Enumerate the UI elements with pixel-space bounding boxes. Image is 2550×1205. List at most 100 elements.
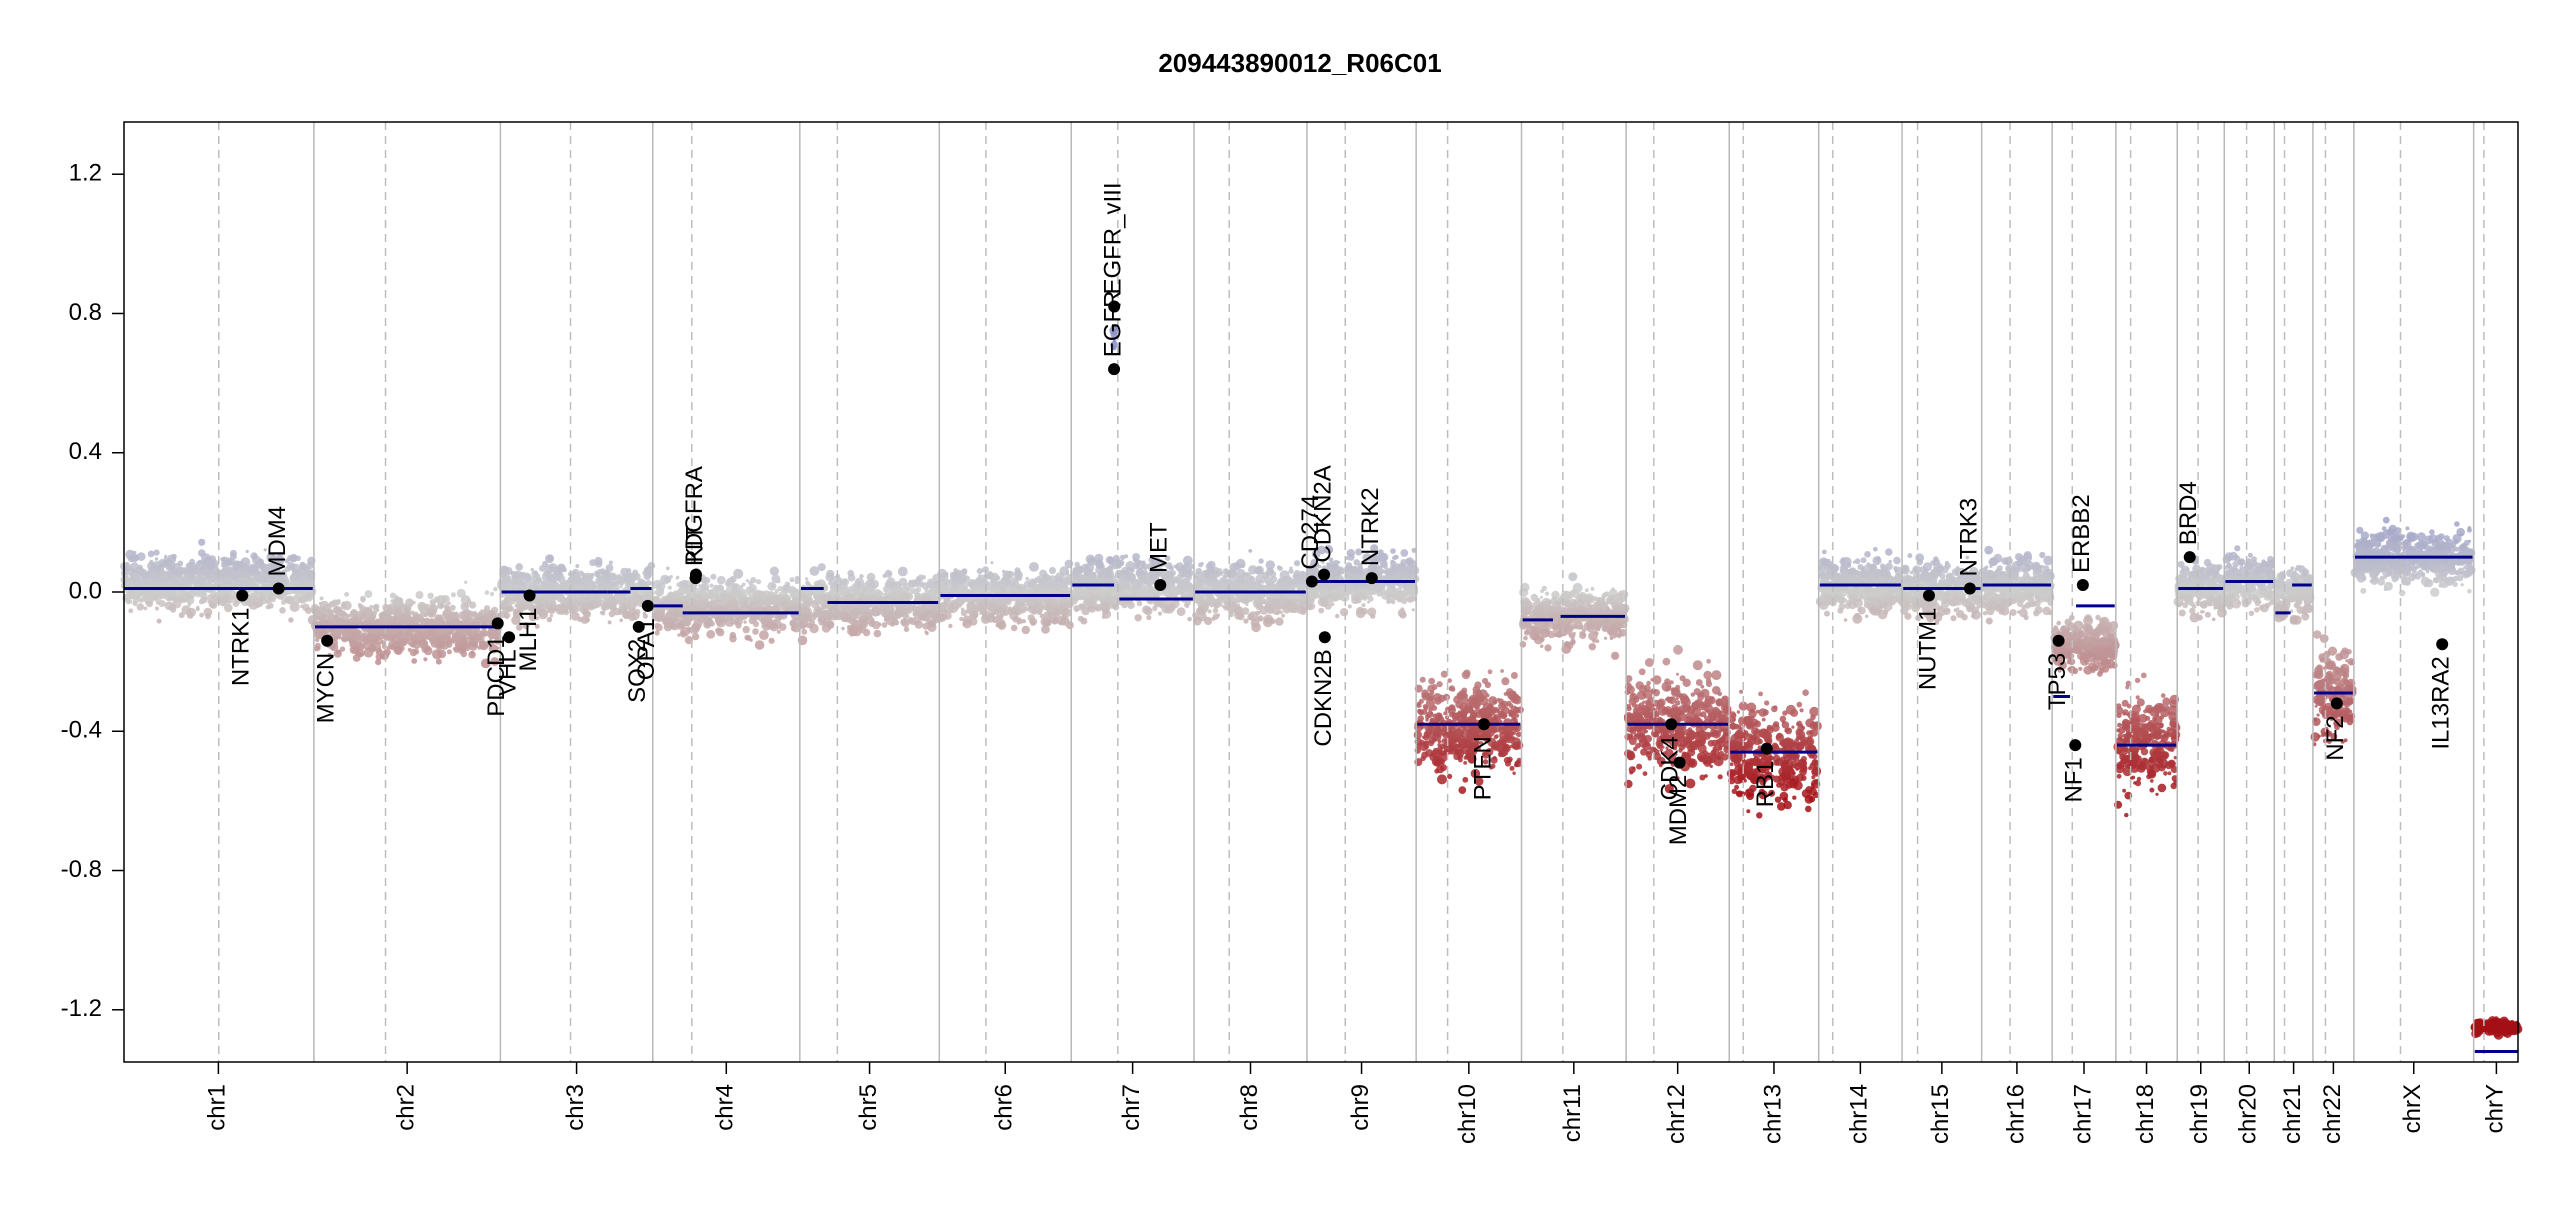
probe-point [1064,602,1071,609]
probe-point [754,591,759,597]
probe-point [1045,596,1051,602]
probe-point [368,639,375,645]
probe-point [154,557,159,561]
probe-point [1181,570,1186,575]
probe-point [169,603,177,611]
probe-point [671,611,680,621]
probe-point [300,575,306,581]
probe-point [986,602,996,613]
probe-point [265,604,271,610]
probe-point [375,653,383,661]
probe-point [634,608,641,616]
probe-point [729,635,737,643]
probe-point [545,554,554,564]
probe-point [340,603,347,610]
probe-point [776,629,781,634]
probe-point [559,582,566,589]
probe-point [1143,592,1148,596]
probe-point [1255,565,1264,575]
probe-point [1098,577,1106,585]
probe-point [306,561,315,569]
probe-point [903,626,910,632]
probe-point [582,601,590,609]
probe-point [745,597,750,601]
probe-point [158,573,169,584]
probe-point [188,571,192,576]
probe-point [158,600,166,607]
probe-point [485,643,490,648]
probe-point [443,632,449,638]
probe-point [1197,608,1203,613]
probe-point [1263,617,1273,628]
probe-point [360,612,367,620]
probe-point [1021,625,1030,635]
probe-point [129,553,139,563]
probe-point [380,640,386,646]
probe-point [1152,605,1158,612]
probe-point [1016,617,1022,623]
probe-point [962,619,972,629]
probe-point [1244,572,1250,577]
probe-point [903,583,912,591]
probe-point [601,594,608,600]
probe-point [427,592,434,599]
probe-point [125,576,131,582]
probe-point [210,594,217,602]
probe-point [546,607,552,614]
probe-point [1264,603,1274,613]
probe-point [1044,604,1052,612]
probe-point [154,606,160,611]
probe-point [534,598,541,604]
probe-point [468,651,476,659]
probe-point [194,565,200,571]
probe-point [675,576,679,580]
probe-point [847,569,854,577]
probe-point [698,584,702,588]
probe-point [888,610,896,618]
probe-point [330,628,335,633]
probe-point [849,590,853,594]
probe-point [916,576,920,580]
probe-point [556,603,562,610]
probe-point [900,618,908,626]
probe-point [336,599,341,603]
probe-point [1132,593,1137,598]
probe-point [171,553,177,560]
probe-point [955,605,960,610]
probe-point [995,618,1006,629]
probe-point [1268,600,1272,605]
probe-point [1248,549,1253,553]
probe-point [437,635,443,640]
probe-point [289,554,298,562]
probe-point [295,581,302,587]
probe-point [965,588,969,592]
probe-point [415,591,424,599]
probe-point [551,600,557,605]
probe-point [528,583,534,589]
probe-point [742,625,750,634]
probe-point [709,583,714,588]
probe-point [1124,554,1129,559]
probe-point [575,564,580,568]
probe-point [752,628,759,635]
probe-point [481,630,489,637]
probe-point [1051,617,1059,625]
probe-point [1135,560,1146,570]
probe-point [147,550,155,558]
chart-title: 209443890012_R06C01 [1158,48,1441,78]
probe-point [486,611,497,621]
probe-point [366,609,371,614]
probe-point [678,581,684,586]
probe-point [1045,576,1051,583]
probe-point [602,608,606,612]
probe-point [220,567,230,578]
probe-point [673,590,679,596]
probe-point [170,574,179,582]
probe-point [717,575,726,585]
probe-point [1195,597,1201,603]
probe-point [265,562,275,572]
probe-point [881,622,888,628]
probe-point [305,607,312,614]
probe-point [801,628,808,635]
probe-point [446,641,453,648]
